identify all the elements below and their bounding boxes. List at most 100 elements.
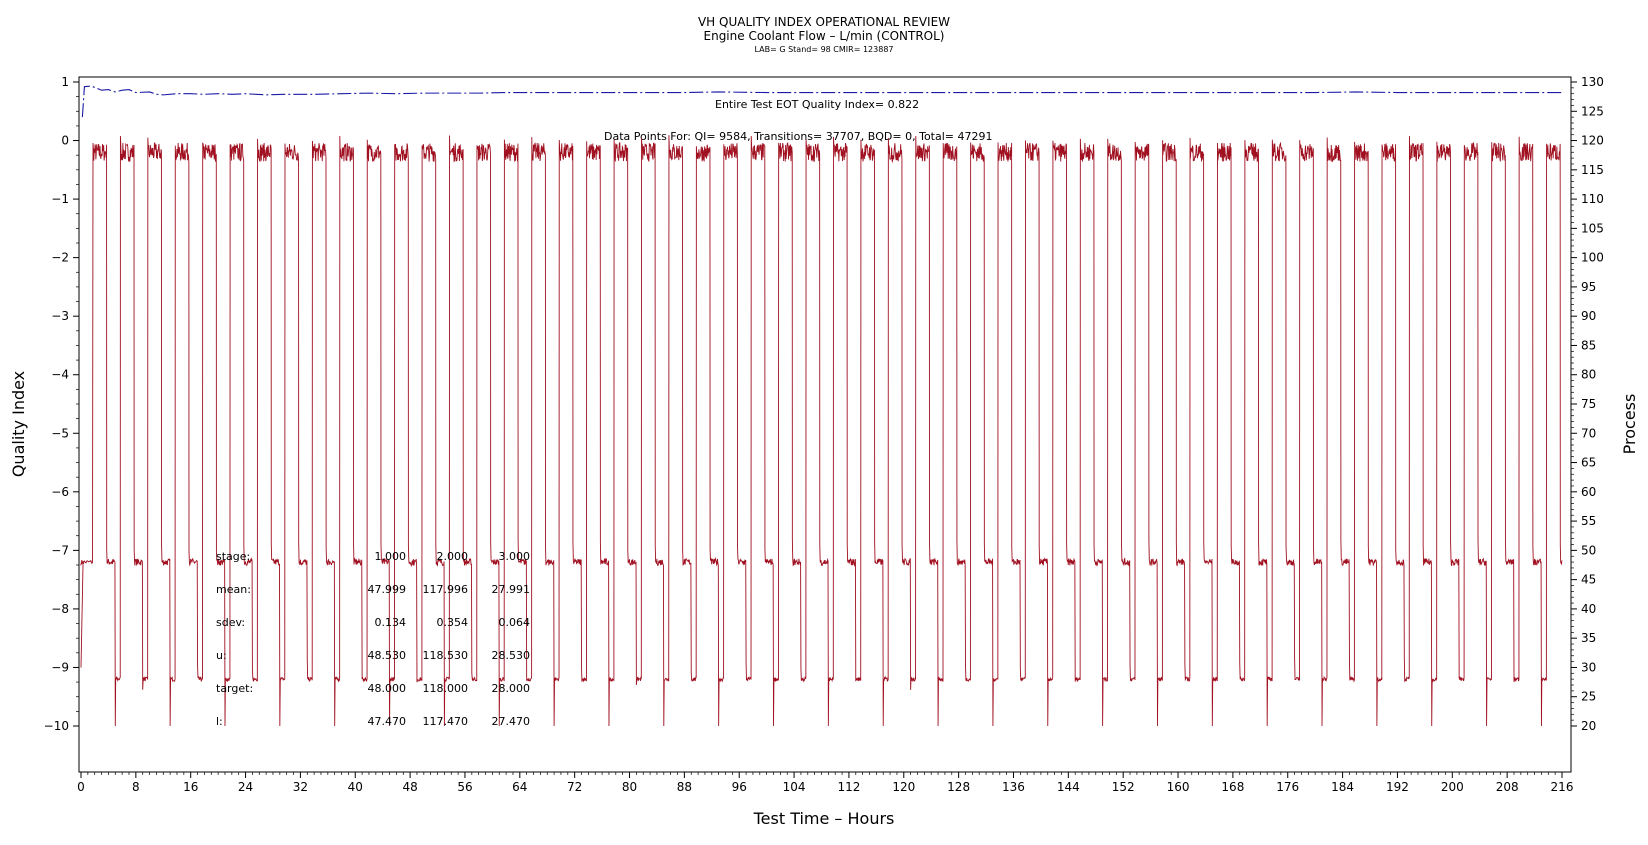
x-tick-label: 56 — [457, 780, 472, 794]
x-tick-label: 152 — [1112, 780, 1135, 794]
chart-subtitle: Engine Coolant Flow – L/min (CONTROL) — [704, 29, 945, 43]
y-axis-label-left: Quality Index — [9, 371, 28, 477]
stats-row-label: target: — [216, 682, 253, 695]
x-tick-label: 80 — [622, 780, 637, 794]
y-left-tick-label: −9 — [51, 660, 69, 674]
y-right-tick-label: 55 — [1581, 514, 1596, 528]
y-right-tick-label: 110 — [1581, 192, 1604, 206]
x-tick-label: 112 — [837, 780, 860, 794]
x-tick-label: 48 — [402, 780, 417, 794]
quality-index-annotation: Entire Test EOT Quality Index= 0.822 — [715, 98, 919, 111]
x-tick-label: 120 — [892, 780, 915, 794]
x-tick-label: 176 — [1276, 780, 1299, 794]
y-right-tick-label: 70 — [1581, 426, 1596, 440]
axes-ticks: 0 8 16 24 32 40 48 56 64 72 80 88 96 104 112 120 128 136 1… — [44, 75, 1604, 794]
y-right-tick-label: 35 — [1581, 631, 1596, 645]
stats-cell: 117.996 — [423, 583, 469, 596]
y-right-tick-label: 65 — [1581, 456, 1596, 470]
y-right-tick-label: 120 — [1581, 134, 1604, 148]
stats-row-label: mean: — [216, 583, 251, 596]
x-tick-label: 72 — [567, 780, 582, 794]
y-left-tick-label: −4 — [51, 368, 69, 382]
y-right-tick-label: 130 — [1581, 75, 1604, 89]
stats-cell: 2.000 — [437, 550, 469, 563]
x-tick-label: 160 — [1167, 780, 1190, 794]
y-right-tick-label: 105 — [1581, 221, 1604, 235]
y-left-tick-label: −6 — [51, 485, 69, 499]
y-left-tick-label: −3 — [51, 309, 69, 323]
stats-cell: 1.000 — [375, 550, 407, 563]
y-right-tick-label: 115 — [1581, 163, 1604, 177]
y-right-tick-label: 80 — [1581, 368, 1596, 382]
y-right-tick-label: 50 — [1581, 543, 1596, 557]
x-tick-label: 88 — [677, 780, 692, 794]
plot-area — [78, 76, 1572, 773]
x-axis-label: Test Time – Hours — [753, 809, 895, 828]
x-tick-label: 128 — [947, 780, 970, 794]
x-tick-label: 144 — [1057, 780, 1080, 794]
y-right-tick-label: 85 — [1581, 338, 1596, 352]
stats-cell: 47.470 — [368, 715, 407, 728]
y-right-tick-label: 75 — [1581, 397, 1596, 411]
stats-cell: 48.530 — [368, 649, 407, 662]
stats-cell: 0.134 — [375, 616, 407, 629]
x-tick-label: 200 — [1441, 780, 1464, 794]
quality-index-series-line — [81, 85, 1562, 118]
y-axis-label-right: Process — [1620, 394, 1639, 455]
y-left-tick-label: −5 — [51, 426, 69, 440]
chart-subtitle-2: LAB= G Stand= 98 CMIR= 123887 — [754, 45, 893, 54]
y-right-tick-label: 25 — [1581, 690, 1596, 704]
stats-cell: 28.000 — [492, 682, 531, 695]
stats-cell: 27.470 — [492, 715, 531, 728]
x-tick-label: 24 — [238, 780, 253, 794]
x-tick-label: 64 — [512, 780, 527, 794]
x-tick-label: 0 — [77, 780, 85, 794]
stats-row-label: u: — [216, 649, 227, 662]
stats-cell: 0.354 — [437, 616, 469, 629]
y-left-tick-label: −7 — [51, 543, 69, 557]
y-right-tick-label: 40 — [1581, 602, 1596, 616]
x-tick-label: 104 — [783, 780, 806, 794]
y-right-tick-label: 95 — [1581, 280, 1596, 294]
stats-cell: 118.530 — [423, 649, 469, 662]
x-tick-label: 40 — [348, 780, 363, 794]
stats-table: stage: 1.000 2.000 3.000 mean: 47.999 117.996 2… — [216, 550, 530, 728]
y-right-tick-label: 60 — [1581, 485, 1596, 499]
y-left-tick-label: −1 — [51, 192, 69, 206]
data-points-annotation: Data Points For: QI= 9584, Transitions= … — [604, 130, 993, 143]
stats-cell: 28.530 — [492, 649, 531, 662]
stats-cell: 0.064 — [499, 616, 531, 629]
x-tick-label: 16 — [183, 780, 198, 794]
x-tick-label: 192 — [1386, 780, 1409, 794]
y-right-tick-label: 90 — [1581, 309, 1596, 323]
x-tick-label: 96 — [732, 780, 747, 794]
y-right-tick-label: 125 — [1581, 104, 1604, 118]
stats-row-label: sdev: — [216, 616, 245, 629]
x-tick-label: 32 — [293, 780, 308, 794]
x-tick-label: 136 — [1002, 780, 1025, 794]
x-tick-label: 8 — [132, 780, 140, 794]
chart-title: VH QUALITY INDEX OPERATIONAL REVIEW — [698, 15, 950, 29]
y-right-tick-label: 45 — [1581, 573, 1596, 587]
stats-cell: 48.000 — [368, 682, 407, 695]
stats-cell: 27.991 — [492, 583, 531, 596]
y-left-tick-label: 0 — [61, 134, 69, 148]
process-series-line — [80, 135, 1563, 727]
y-right-tick-label: 30 — [1581, 660, 1596, 674]
x-tick-label: 184 — [1331, 780, 1354, 794]
y-left-tick-label: −8 — [51, 602, 69, 616]
y-left-tick-label: −10 — [44, 719, 69, 733]
stats-cell: 3.000 — [499, 550, 531, 563]
stats-row-label: l: — [216, 715, 223, 728]
series-layer — [80, 85, 1563, 727]
stats-cell: 118.000 — [423, 682, 469, 695]
x-tick-label: 216 — [1551, 780, 1574, 794]
y-left-tick-label: −2 — [51, 251, 69, 265]
stats-cell: 47.999 — [368, 583, 407, 596]
stats-cell: 117.470 — [423, 715, 469, 728]
stats-row-label: stage: — [216, 550, 250, 563]
y-left-tick-label: 1 — [61, 75, 69, 89]
x-tick-label: 168 — [1221, 780, 1244, 794]
y-right-tick-label: 20 — [1581, 719, 1596, 733]
